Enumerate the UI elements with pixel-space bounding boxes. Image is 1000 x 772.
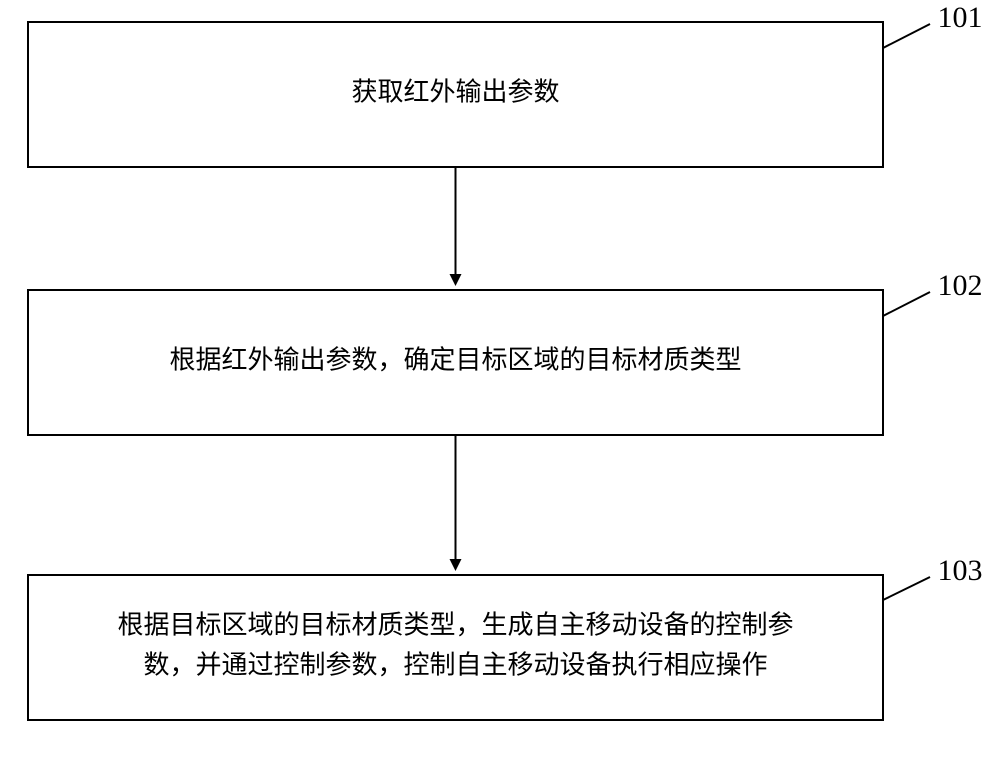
step-label-number: 102 (938, 269, 983, 302)
step-text: 获取红外输出参数 (351, 77, 559, 106)
label-leader (883, 577, 930, 600)
flow-step-101: 获取红外输出参数 101 (28, 1, 983, 167)
flow-step-102: 根据红外输出参数，确定目标区域的目标材质类型 102 (28, 269, 983, 435)
step-text: 根据目标区域的目标材质类型，生成自主移动设备的控制参 (117, 610, 793, 639)
flowchart: 获取红外输出参数 101 根据红外输出参数，确定目标区域的目标材质类型 102 根据目标… (0, 0, 1000, 772)
label-leader (883, 24, 930, 48)
step-label-number: 103 (938, 554, 983, 587)
step-text: 根据红外输出参数，确定目标区域的目标材质类型 (169, 345, 741, 374)
step-box (28, 575, 883, 720)
flow-step-103: 根据目标区域的目标材质类型，生成自主移动设备的控制参数，并通过控制参数，控制自主… (28, 554, 983, 720)
step-label-number: 101 (938, 1, 983, 34)
step-text: 数，并通过控制参数，控制自主移动设备执行相应操作 (143, 650, 767, 679)
label-leader (883, 292, 930, 316)
